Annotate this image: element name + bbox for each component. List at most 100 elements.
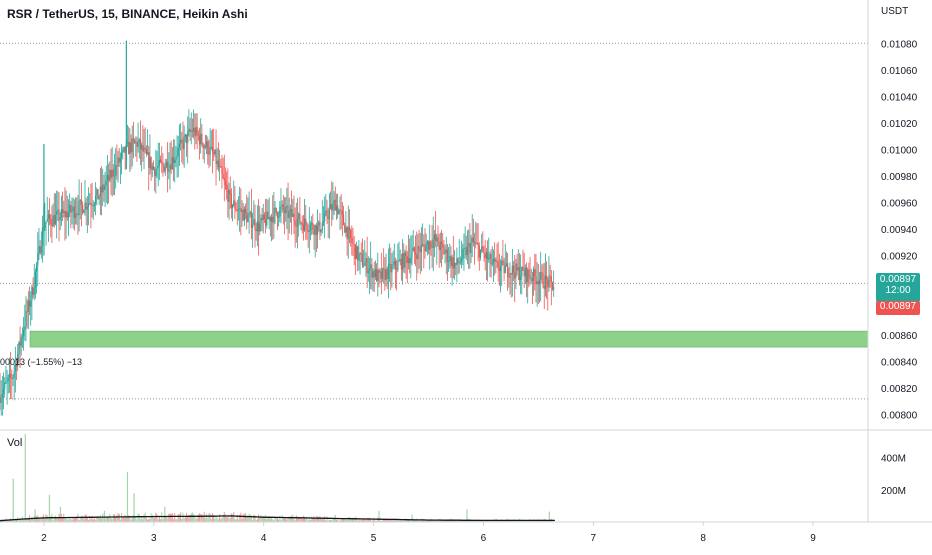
volume-spike — [548, 511, 550, 522]
candle-body — [106, 175, 109, 181]
volume-bar — [124, 514, 126, 522]
candle-body — [250, 212, 253, 228]
candle-body — [313, 229, 315, 235]
volume-bar — [223, 511, 225, 522]
volume-bar — [157, 519, 159, 522]
volume-bar — [148, 519, 150, 522]
volume-bar — [515, 520, 517, 522]
volume-bar — [123, 516, 125, 522]
candle-body — [473, 241, 476, 244]
volume-bar — [189, 514, 191, 522]
candle-body — [13, 371, 15, 378]
candle-body — [187, 131, 189, 144]
volume-bar — [364, 518, 366, 522]
candle-body — [56, 211, 58, 215]
candle-body — [360, 253, 362, 254]
volume-bar — [534, 520, 536, 522]
volume-bar — [415, 519, 417, 522]
candle-body — [87, 203, 90, 207]
volume-bar — [485, 520, 487, 522]
volume-bar — [193, 513, 195, 522]
candle-body — [497, 261, 499, 270]
candle-body — [364, 262, 366, 266]
candle-body — [95, 195, 97, 204]
volume-bar — [491, 520, 493, 522]
volume-bar — [215, 515, 217, 522]
candle-body — [439, 241, 441, 251]
candle-body — [11, 377, 13, 380]
chart-title: RSR / TetherUS, 15, BINANCE, Heikin Ashi — [7, 7, 248, 21]
volume-bar — [142, 519, 144, 522]
volume-bar — [324, 516, 326, 522]
candle-body — [150, 157, 152, 170]
volume-bar — [217, 519, 219, 522]
candle-body — [12, 377, 14, 380]
volume-bar — [252, 519, 254, 522]
candle-body — [537, 281, 539, 285]
volume-bar — [327, 520, 329, 522]
candle-body — [289, 209, 292, 212]
candle-body — [272, 216, 274, 223]
candle-body — [357, 246, 359, 261]
candle-body — [459, 261, 462, 263]
candle-body — [235, 209, 237, 211]
volume-bar — [36, 516, 38, 522]
candle-body — [412, 247, 414, 252]
candle-body — [509, 273, 511, 278]
candle-body — [381, 268, 384, 279]
candle-body — [230, 194, 232, 208]
volume-bar — [331, 519, 333, 522]
y-tick-label: 0.00860 — [881, 331, 918, 342]
candle-body — [548, 275, 550, 288]
candle-body — [270, 216, 273, 222]
volume-bar — [275, 517, 277, 522]
volume-bar — [265, 514, 267, 522]
volume-bar — [474, 520, 476, 522]
volume-bar — [245, 513, 247, 522]
volume-bar — [300, 517, 302, 522]
volume-bar — [463, 520, 465, 522]
candle-body — [247, 215, 249, 223]
volume-bar — [162, 518, 164, 522]
volume-tick-label: 200M — [881, 486, 906, 497]
volume-bar — [181, 518, 183, 522]
candle-body — [541, 272, 543, 274]
candle-body — [254, 219, 256, 230]
candle-body — [80, 199, 83, 205]
candle-body — [433, 234, 436, 240]
candle-body — [292, 213, 294, 217]
volume-bar — [85, 514, 87, 522]
volume-bar — [435, 520, 437, 522]
volume-bar — [158, 516, 160, 522]
candle-body — [105, 180, 107, 186]
volume-bar — [347, 517, 349, 522]
candle-body — [54, 214, 57, 225]
candle-body — [98, 196, 100, 200]
candle-body — [386, 269, 388, 279]
volume-bar — [98, 517, 100, 522]
volume-bar — [11, 519, 13, 522]
volume-bar — [490, 520, 492, 522]
candle-body — [100, 186, 103, 193]
volume-bar — [369, 517, 371, 522]
volume-bar — [91, 515, 93, 522]
volume-bar — [436, 520, 438, 522]
candle-body — [265, 218, 267, 226]
candle-body — [286, 205, 288, 207]
volume-bar — [306, 516, 308, 522]
candle-body — [266, 211, 268, 226]
candle-body — [403, 253, 405, 268]
volume-bar — [393, 518, 395, 522]
volume-bar — [211, 513, 213, 522]
volume-bar — [315, 515, 317, 522]
candle-body — [0, 394, 1, 403]
candle-body — [535, 276, 537, 285]
volume-bar — [105, 516, 107, 522]
volume-bar — [71, 519, 73, 522]
volume-bar — [137, 513, 139, 522]
candle-body — [231, 205, 234, 208]
candle-body — [4, 382, 6, 389]
candle-body — [28, 300, 31, 307]
